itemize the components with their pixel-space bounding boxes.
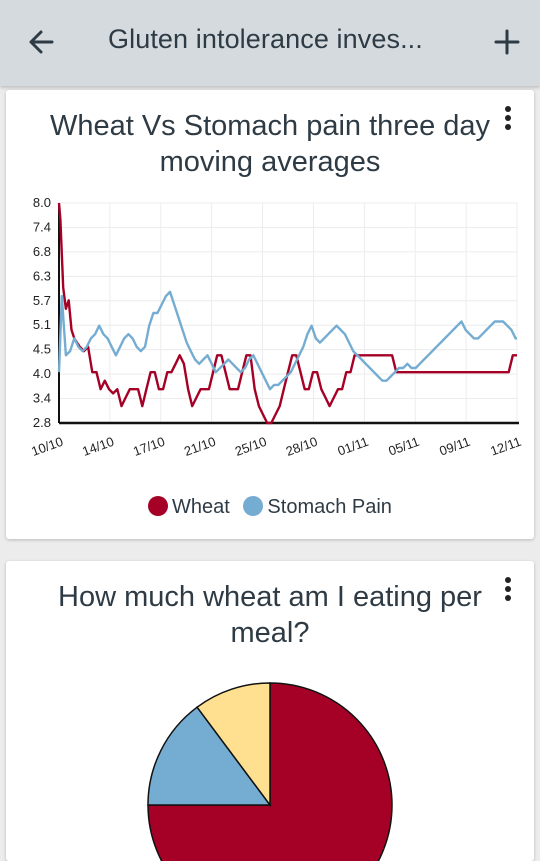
pie-slice [147, 706, 272, 806]
menu-dot [505, 586, 511, 592]
arrow-left-icon [29, 30, 54, 54]
x-tick-label: 17/10 [131, 434, 167, 459]
menu-dot [505, 124, 511, 130]
legend-swatch [243, 496, 264, 516]
menu-dot [505, 106, 511, 112]
x-tick-label: 12/11 [488, 434, 523, 459]
y-tick-label: 4.5 [33, 342, 51, 357]
menu-dot [505, 577, 511, 583]
x-tick-label: 25/10 [233, 434, 269, 459]
series-line-wheat [57, 202, 517, 425]
y-tick-label: 4.0 [33, 366, 51, 381]
series-line-stomach-pain [57, 290, 517, 391]
legend-label: Wheat [172, 496, 230, 518]
x-tick-label: 28/10 [284, 434, 320, 459]
line-chart: 8.0 7.4 6.8 6.3 5.7 5.1 4.5 4.0 3.4 2.8 10/10 14/10… [29, 195, 523, 459]
app-bar: Gluten intolerance inves... [0, 0, 540, 86]
x-tick-label: 01/11 [336, 434, 371, 459]
y-tick-label: 6.8 [33, 244, 51, 259]
pie-chart-card: How much wheat am I eating per meal? [6, 561, 534, 861]
menu-dot [505, 595, 511, 601]
chart-legend: Wheat Stomach Pain [6, 496, 534, 519]
legend-label: Stomach Pain [267, 496, 392, 518]
x-tick-label: 09/11 [437, 434, 472, 459]
y-tick-label: 8.0 [33, 195, 51, 210]
y-tick-label: 7.4 [33, 219, 51, 234]
line-chart-card: Wheat Vs Stomach pain three day moving a… [6, 90, 534, 539]
y-tick-label: 5.1 [33, 317, 51, 332]
y-tick-label: 5.7 [33, 293, 51, 308]
add-button[interactable] [487, 22, 527, 62]
card-menu-button[interactable] [498, 577, 518, 609]
back-button[interactable] [22, 22, 62, 62]
page-title: Gluten intolerance inves... [108, 24, 423, 54]
x-tick-label: 10/10 [29, 434, 65, 459]
pie-slice [196, 682, 271, 808]
x-tick-label: 05/11 [386, 434, 421, 459]
x-tick-label: 14/10 [80, 434, 116, 459]
chart-title: Wheat Vs Stomach pain three day moving a… [49, 110, 491, 178]
legend-item-wheat[interactable]: Wheat [148, 496, 230, 519]
chart-title: How much wheat am I eating per meal? [58, 581, 482, 649]
y-tick-label: 6.3 [33, 268, 51, 283]
plus-icon [494, 29, 520, 55]
x-tick-label: 21/10 [182, 434, 218, 459]
menu-dot [505, 115, 511, 121]
y-tick-label: 3.4 [33, 391, 51, 406]
pie-chart [147, 682, 393, 861]
legend-swatch [148, 496, 169, 516]
legend-item-stomach-pain[interactable]: Stomach Pain [243, 496, 392, 519]
card-menu-button[interactable] [498, 106, 518, 138]
y-tick-label: 2.8 [33, 415, 51, 430]
